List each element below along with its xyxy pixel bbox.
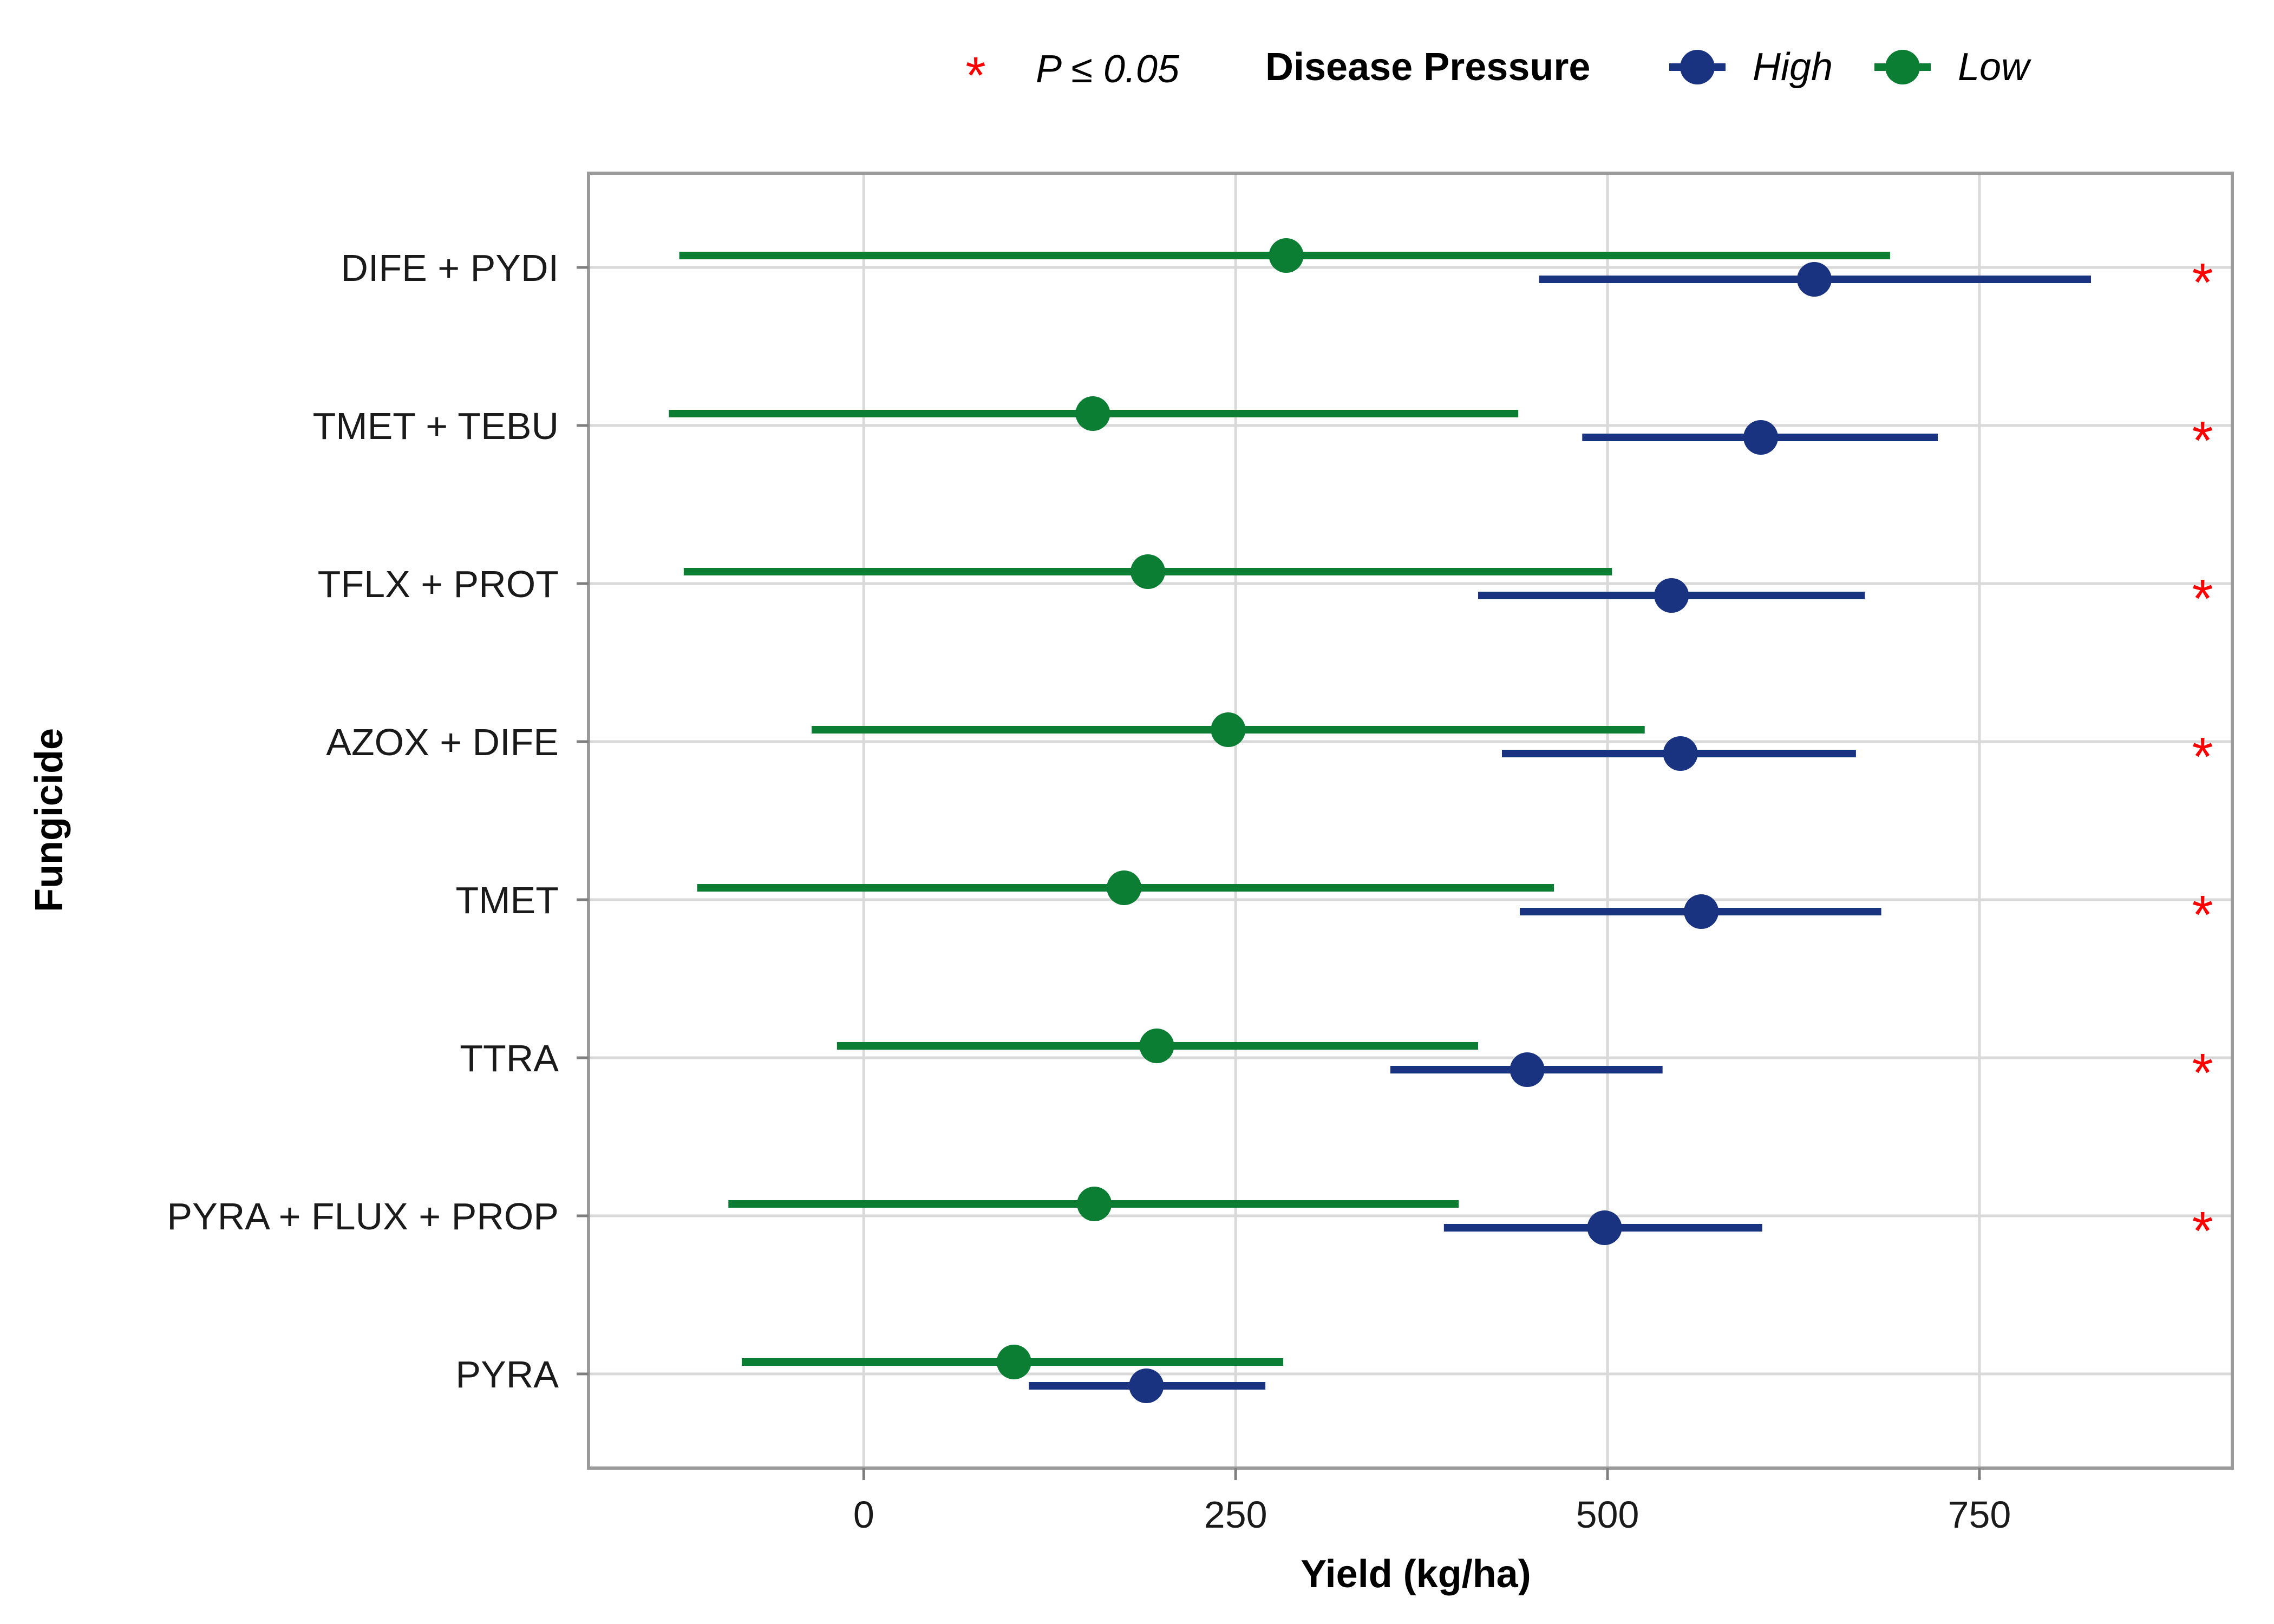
x-tick-label: 750 bbox=[1948, 1494, 2011, 1536]
legend-significance-label: P ≤ 0.05 bbox=[1036, 48, 1180, 91]
series-low bbox=[669, 238, 1891, 1379]
legend-title: Disease Pressure bbox=[1265, 45, 1590, 89]
legend-significance-symbol: * bbox=[965, 47, 985, 104]
x-axis-title: Yield (kg/ha) bbox=[1301, 1553, 1531, 1596]
data-point bbox=[1211, 712, 1246, 747]
gridlines bbox=[589, 173, 2232, 1468]
data-point bbox=[1684, 894, 1719, 929]
y-tick-label: TTRA bbox=[460, 1037, 559, 1079]
legend: * P ≤ 0.05 Disease Pressure High Low bbox=[965, 45, 2031, 104]
data-point bbox=[1139, 1029, 1174, 1063]
y-tick-label: PYRA + FLUX + PROP bbox=[167, 1195, 559, 1237]
significance-marks: * * * * * * * bbox=[2192, 252, 2213, 1261]
data-point bbox=[996, 1345, 1031, 1379]
data-point bbox=[1269, 238, 1304, 273]
y-axis-title: Fungicide bbox=[28, 728, 71, 912]
data-point bbox=[1131, 554, 1166, 589]
y-axis-ticks: PYRA PYRA + FLUX + PROP TTRA TMET AZOX + DIF… bbox=[167, 247, 589, 1396]
significance-marker: * bbox=[2192, 1201, 2213, 1261]
data-point bbox=[1107, 870, 1142, 905]
x-axis-ticks: 0 250 500 750 bbox=[853, 1468, 2011, 1536]
x-tick-label: 250 bbox=[1204, 1494, 1267, 1536]
data-point bbox=[1796, 262, 1832, 297]
significance-marker: * bbox=[2192, 410, 2213, 471]
legend-low-marker bbox=[1885, 50, 1920, 84]
y-tick-label: AZOX + DIFE bbox=[326, 721, 559, 763]
y-tick-label: TMET bbox=[455, 879, 559, 921]
data-point bbox=[1663, 736, 1698, 771]
significance-marker: * bbox=[2192, 1043, 2213, 1103]
y-tick-label: DIFE + PYDI bbox=[341, 247, 559, 289]
data-point bbox=[1077, 1187, 1112, 1221]
plot-panel-border bbox=[587, 172, 2234, 1470]
data-point bbox=[1075, 396, 1110, 431]
y-tick-label: TMET + TEBU bbox=[313, 405, 559, 447]
data-point bbox=[1654, 578, 1689, 613]
y-tick-label: PYRA bbox=[455, 1353, 559, 1396]
legend-high-label: High bbox=[1753, 45, 1833, 89]
data-point bbox=[1129, 1368, 1164, 1403]
significance-marker: * bbox=[2192, 568, 2213, 629]
data-point bbox=[1510, 1052, 1545, 1087]
x-tick-label: 0 bbox=[853, 1494, 874, 1536]
y-tick-label: TFLX + PROT bbox=[318, 563, 559, 605]
data-point bbox=[1587, 1210, 1622, 1245]
significance-marker: * bbox=[2192, 726, 2213, 787]
series-marks bbox=[669, 238, 2091, 1403]
series-high bbox=[1029, 262, 2091, 1403]
x-tick-label: 500 bbox=[1576, 1494, 1639, 1536]
significance-marker: * bbox=[2192, 252, 2213, 313]
legend-high-marker bbox=[1680, 50, 1715, 84]
data-point bbox=[1743, 420, 1779, 455]
significance-marker: * bbox=[2192, 885, 2213, 945]
legend-low-label: Low bbox=[1958, 45, 2031, 89]
